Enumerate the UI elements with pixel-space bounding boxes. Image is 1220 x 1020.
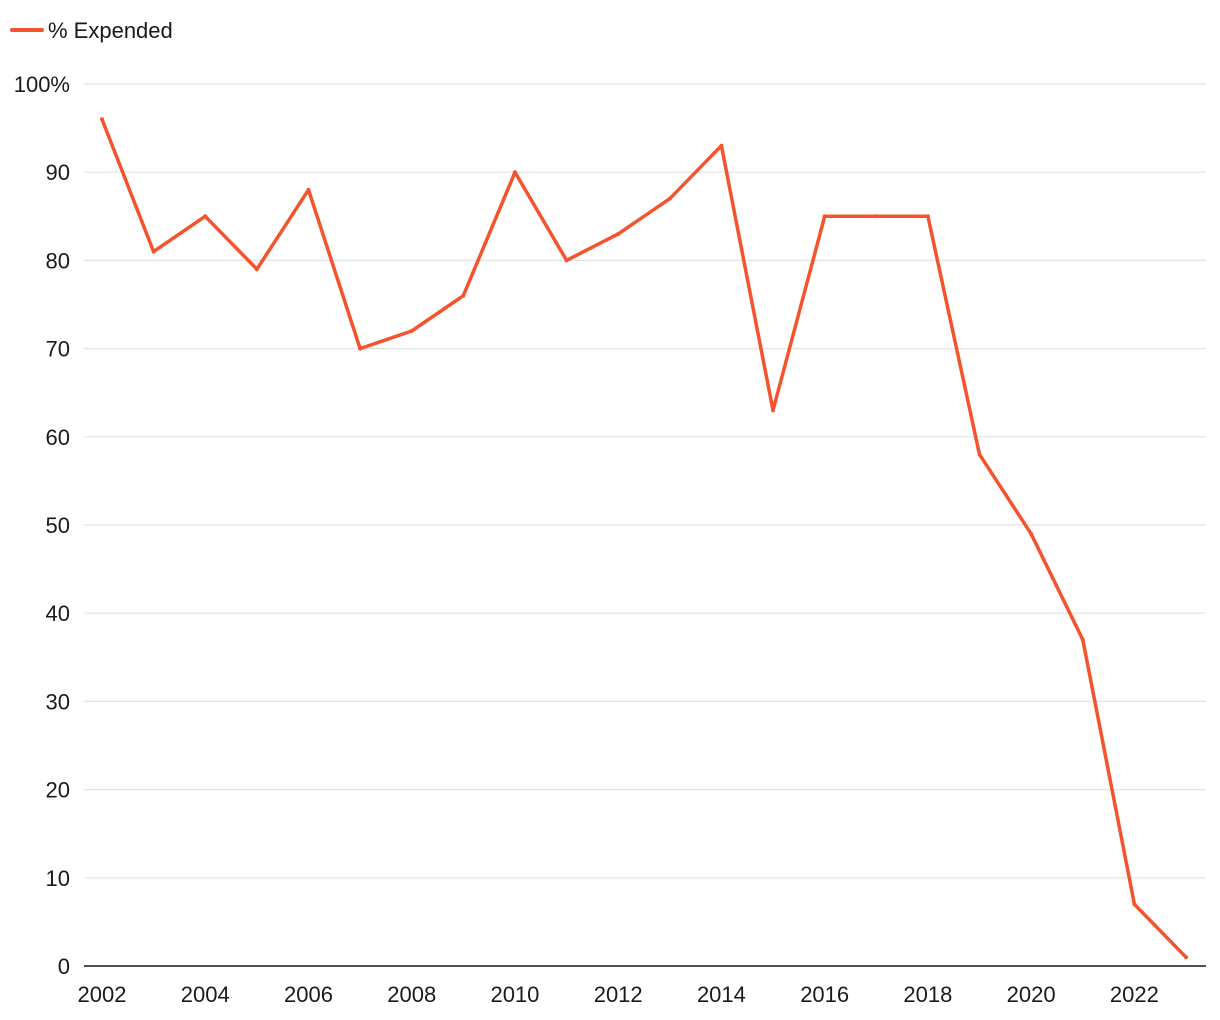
- data-point-2022: [1132, 902, 1137, 907]
- data-point-2007: [358, 346, 363, 351]
- data-point-2020: [1029, 531, 1034, 536]
- x-tick-label: 2004: [181, 982, 230, 1007]
- data-point-2008: [409, 328, 414, 333]
- gridlines: [84, 83, 1206, 879]
- data-points: [100, 117, 1188, 960]
- y-tick-label: 100%: [14, 72, 70, 97]
- data-point-2019: [977, 452, 982, 457]
- data-point-2018: [925, 214, 930, 219]
- y-tick-label: 80: [46, 248, 70, 273]
- data-point-2021: [1080, 637, 1085, 642]
- y-tick-label: 60: [46, 425, 70, 450]
- data-point-2014: [719, 143, 724, 148]
- x-tick-label: 2022: [1110, 982, 1159, 1007]
- x-tick-label: 2006: [284, 982, 333, 1007]
- x-tick-label: 2008: [387, 982, 436, 1007]
- y-tick-label: 70: [46, 337, 70, 362]
- data-point-2004: [203, 214, 208, 219]
- data-point-2005: [254, 267, 259, 272]
- x-tick-label: 2002: [78, 982, 127, 1007]
- data-point-2012: [616, 231, 621, 236]
- data-point-2023: [1184, 955, 1188, 960]
- x-axis-tick-labels: 2002 2004 2006 2008 2010 2012 2014 2016 2018 2020…: [78, 982, 1159, 1007]
- y-tick-label: 0: [58, 954, 70, 979]
- y-tick-label: 10: [46, 866, 70, 891]
- y-tick-label: 90: [46, 160, 70, 185]
- x-tick-label: 2010: [490, 982, 539, 1007]
- x-tick-label: 2016: [800, 982, 849, 1007]
- x-tick-label: 2014: [697, 982, 746, 1007]
- legend: % Expended: [10, 18, 173, 43]
- data-point-2010: [512, 170, 517, 175]
- data-point-2006: [306, 187, 311, 192]
- data-point-2011: [564, 258, 569, 263]
- x-tick-label: 2012: [594, 982, 643, 1007]
- data-point-2002: [100, 117, 104, 122]
- data-point-2009: [461, 293, 466, 298]
- data-point-2003: [151, 249, 156, 254]
- y-tick-label: 20: [46, 778, 70, 803]
- y-tick-label: 40: [46, 601, 70, 626]
- x-tick-label: 2018: [903, 982, 952, 1007]
- data-point-2016: [822, 214, 827, 219]
- data-point-2015: [771, 408, 776, 413]
- y-tick-label: 30: [46, 689, 70, 714]
- x-tick-label: 2020: [1007, 982, 1056, 1007]
- y-tick-label: 50: [46, 513, 70, 538]
- y-axis-tick-labels: 0 10 20 30 40 50 60 70 80 90 100%: [14, 72, 70, 979]
- legend-label: % Expended: [48, 18, 173, 43]
- data-point-2017: [874, 214, 879, 219]
- data-point-2013: [667, 196, 672, 201]
- series-line-expended: [100, 117, 1188, 959]
